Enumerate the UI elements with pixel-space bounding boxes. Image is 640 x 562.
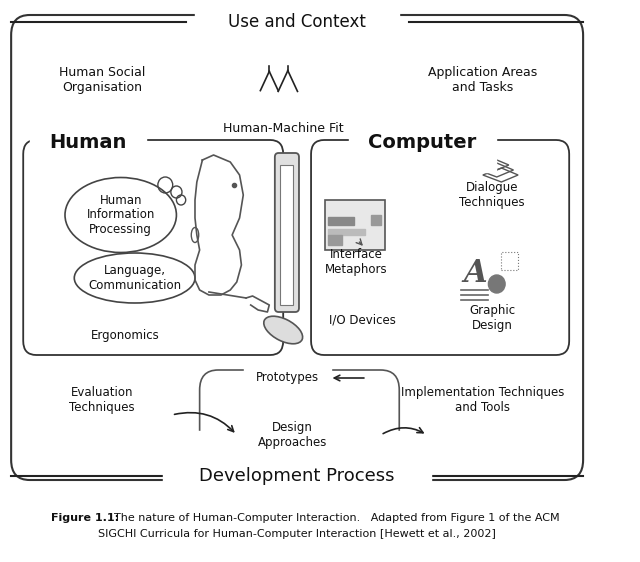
Text: Application Areas
and Tasks: Application Areas and Tasks — [428, 66, 538, 94]
Text: Figure 1.1:: Figure 1.1: — [51, 513, 119, 523]
Text: Computer: Computer — [369, 134, 477, 152]
Bar — [328, 229, 365, 235]
Text: Development Process: Development Process — [200, 467, 395, 485]
Text: The nature of Human-Computer Interaction.   Adapted from Figure 1 of the ACM: The nature of Human-Computer Interaction… — [107, 513, 559, 523]
Bar — [328, 217, 354, 225]
Ellipse shape — [74, 253, 195, 303]
Text: Graphic
Design: Graphic Design — [469, 304, 515, 332]
Text: Interface
Metaphors: Interface Metaphors — [325, 248, 388, 276]
Bar — [501, 252, 518, 270]
Bar — [371, 215, 381, 225]
Text: Language,
Communication: Language, Communication — [88, 264, 181, 292]
Bar — [328, 235, 342, 245]
Ellipse shape — [191, 228, 198, 242]
Text: Use and Context: Use and Context — [228, 13, 366, 31]
Text: A: A — [463, 259, 487, 289]
Text: Prototypes: Prototypes — [256, 370, 319, 383]
FancyBboxPatch shape — [280, 165, 293, 305]
Text: I/O Devices: I/O Devices — [329, 314, 396, 327]
Circle shape — [488, 275, 505, 293]
Text: Dialogue
Techniques: Dialogue Techniques — [460, 181, 525, 209]
Text: Evaluation
Techniques: Evaluation Techniques — [69, 386, 135, 414]
Text: Implementation Techniques
and Tools: Implementation Techniques and Tools — [401, 386, 564, 414]
Text: Human
Information
Processing: Human Information Processing — [86, 193, 155, 237]
Text: Human Social
Organisation: Human Social Organisation — [59, 66, 145, 94]
Text: SIGCHI Curricula for Human-Computer Interaction [Hewett et al., 2002]: SIGCHI Curricula for Human-Computer Inte… — [98, 529, 496, 539]
Ellipse shape — [65, 178, 177, 252]
FancyBboxPatch shape — [275, 153, 299, 312]
Ellipse shape — [264, 316, 303, 344]
Text: Human: Human — [49, 134, 127, 152]
Text: Design
Approaches: Design Approaches — [258, 421, 327, 449]
Text: Ergonomics: Ergonomics — [91, 329, 160, 342]
FancyBboxPatch shape — [325, 200, 385, 250]
Text: Human-Machine Fit: Human-Machine Fit — [223, 121, 344, 134]
